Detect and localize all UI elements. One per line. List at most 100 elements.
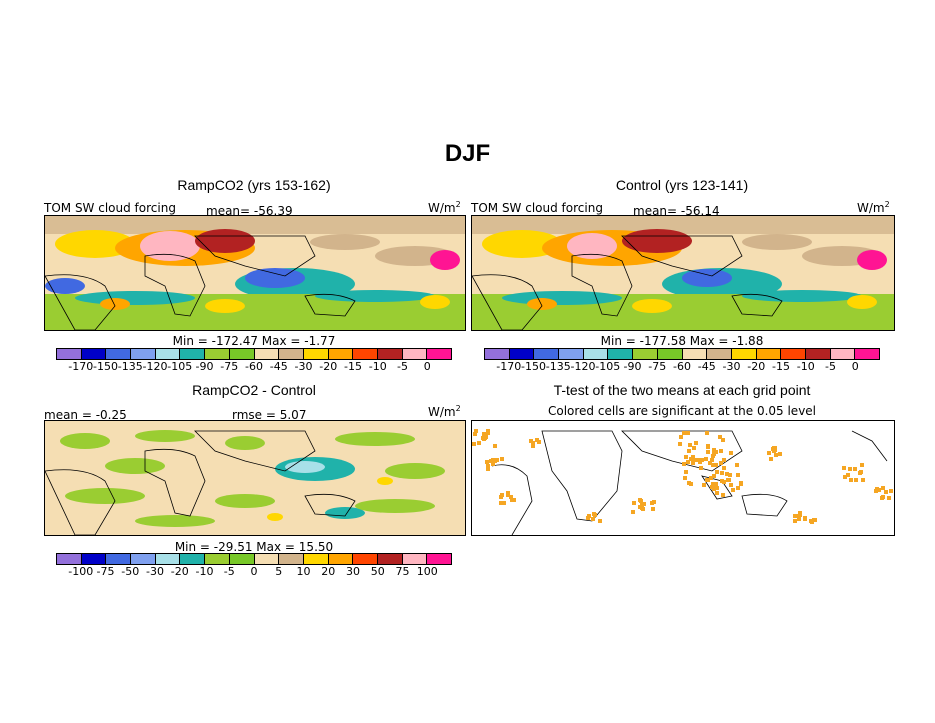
- colorbar-tick-label: 75: [395, 565, 410, 578]
- colorbar-swatch: [328, 349, 354, 359]
- significant-cell: [853, 467, 857, 471]
- significant-cell: [531, 444, 535, 448]
- significant-cell: [731, 488, 735, 492]
- colorbar-swatch: [707, 349, 732, 359]
- panel-1-units: W/m2: [428, 200, 461, 215]
- significant-cell: [778, 452, 782, 456]
- significant-cell: [678, 442, 682, 446]
- significant-cell: [860, 463, 864, 467]
- significant-cell: [506, 491, 510, 495]
- colorbar-swatch: [427, 349, 451, 359]
- significant-cell: [843, 475, 847, 479]
- colorbar-tick-label: -150: [93, 360, 118, 373]
- significant-cell: [849, 478, 853, 482]
- colorbar-tick-label: -20: [747, 360, 766, 373]
- significant-cell: [711, 482, 715, 486]
- colorbar-tick-label: -60: [673, 360, 691, 373]
- colorbar-tick-label: 30: [346, 565, 360, 578]
- colorbar-tick-label: -5: [397, 360, 408, 373]
- colorbar-swatch: [303, 349, 329, 359]
- significant-cell: [493, 459, 497, 463]
- significant-cell: [842, 466, 846, 470]
- significant-cell: [877, 488, 881, 492]
- colorbar-swatch: [353, 349, 378, 359]
- colorbar-swatch: [57, 349, 82, 359]
- significant-cell: [474, 429, 478, 433]
- significant-cell: [889, 489, 893, 493]
- colorbar-tick-label: -75: [96, 565, 115, 578]
- significant-cell: [739, 481, 743, 485]
- significant-cell: [692, 446, 696, 450]
- colorbar-swatch: [583, 349, 609, 359]
- significant-cell: [854, 478, 858, 482]
- colorbar-tick-label: -10: [796, 360, 815, 373]
- significant-cell: [711, 463, 715, 467]
- colorbar-tick-label: 5: [275, 565, 283, 578]
- colorbar-swatch: [106, 554, 132, 564]
- colorbar-swatch: [81, 554, 107, 564]
- colorbar-swatch: [279, 349, 304, 359]
- colorbar-swatch: [328, 554, 354, 564]
- colorbar-swatch: [377, 554, 403, 564]
- significant-cell: [500, 457, 504, 461]
- panel-2-units: W/m2: [857, 200, 890, 215]
- colorbar-tick-label: -10: [368, 360, 387, 373]
- significant-cell: [473, 432, 477, 436]
- significant-cell: [679, 435, 683, 439]
- significant-cell: [715, 486, 719, 490]
- panel-2-colorbar: -170 -150 -135 -120 -105 -90 -75 -60 -45 -30 -20 -1…: [484, 348, 880, 374]
- panel-2-title: Control (yrs 123-141): [615, 177, 749, 193]
- colorbar-swatch: [155, 554, 181, 564]
- significant-cell: [729, 451, 733, 455]
- colorbar-swatch: [229, 554, 255, 564]
- colorbar-tick-label: -105: [595, 360, 621, 373]
- colorbar-swatch: [155, 349, 181, 359]
- significant-cell: [640, 502, 644, 506]
- panel-3-colorbar-swatches: [56, 553, 452, 565]
- panel-4-title: T-test of the two means at each grid poi…: [553, 382, 811, 398]
- significant-cell: [483, 436, 487, 440]
- panel-2-mean-label: mean= -56.14: [633, 204, 720, 218]
- significant-cell: [767, 451, 771, 455]
- significant-cell: [719, 461, 723, 465]
- significant-cell: [793, 519, 797, 523]
- significant-cell: [509, 495, 513, 499]
- colorbar-swatch: [180, 554, 206, 564]
- significant-cell: [598, 519, 602, 523]
- colorbar-tick-label: 50: [370, 565, 385, 578]
- colorbar-tick-label: -90: [195, 360, 214, 373]
- colorbar-swatch: [509, 349, 535, 359]
- significant-cell: [706, 450, 710, 454]
- significant-cell: [632, 501, 636, 505]
- significant-cell: [813, 518, 817, 522]
- colorbar-tick-label: -75: [648, 360, 667, 373]
- significant-cell: [874, 489, 878, 493]
- significant-cell: [702, 483, 706, 487]
- significant-cell: [709, 476, 713, 480]
- significant-cell: [631, 510, 635, 514]
- colorbar-swatch: [229, 349, 255, 359]
- panel-1-colorbar-swatches: [56, 348, 452, 360]
- significant-cell: [682, 431, 686, 435]
- significant-cell: [502, 501, 506, 505]
- significant-cell: [712, 448, 716, 452]
- colorbar-tick-label: -30: [722, 360, 741, 373]
- significant-cell: [736, 473, 740, 477]
- significant-cell: [721, 438, 725, 442]
- panel-1-minmax: Min = -172.47 Max = -1.77: [172, 334, 336, 348]
- significant-cell: [472, 442, 476, 446]
- significant-cell: [719, 449, 723, 453]
- significant-cell: [499, 501, 503, 505]
- significant-cell: [486, 431, 490, 435]
- significant-cell: [651, 507, 655, 511]
- panel-4-map-field: [472, 421, 894, 535]
- significant-cell: [728, 473, 732, 477]
- significant-cell: [797, 517, 801, 521]
- colorbar-swatch: [106, 349, 132, 359]
- colorbar-swatch: [57, 554, 82, 564]
- colorbar-swatch: [682, 349, 708, 359]
- significant-cell: [793, 514, 797, 518]
- significant-cell: [881, 495, 885, 499]
- colorbar-tick-label: -60: [245, 360, 263, 373]
- panel-1-colorbar: -170 -150 -135 -120 -105 -90 -75 -60 -45 -30 -20 -1…: [56, 348, 452, 374]
